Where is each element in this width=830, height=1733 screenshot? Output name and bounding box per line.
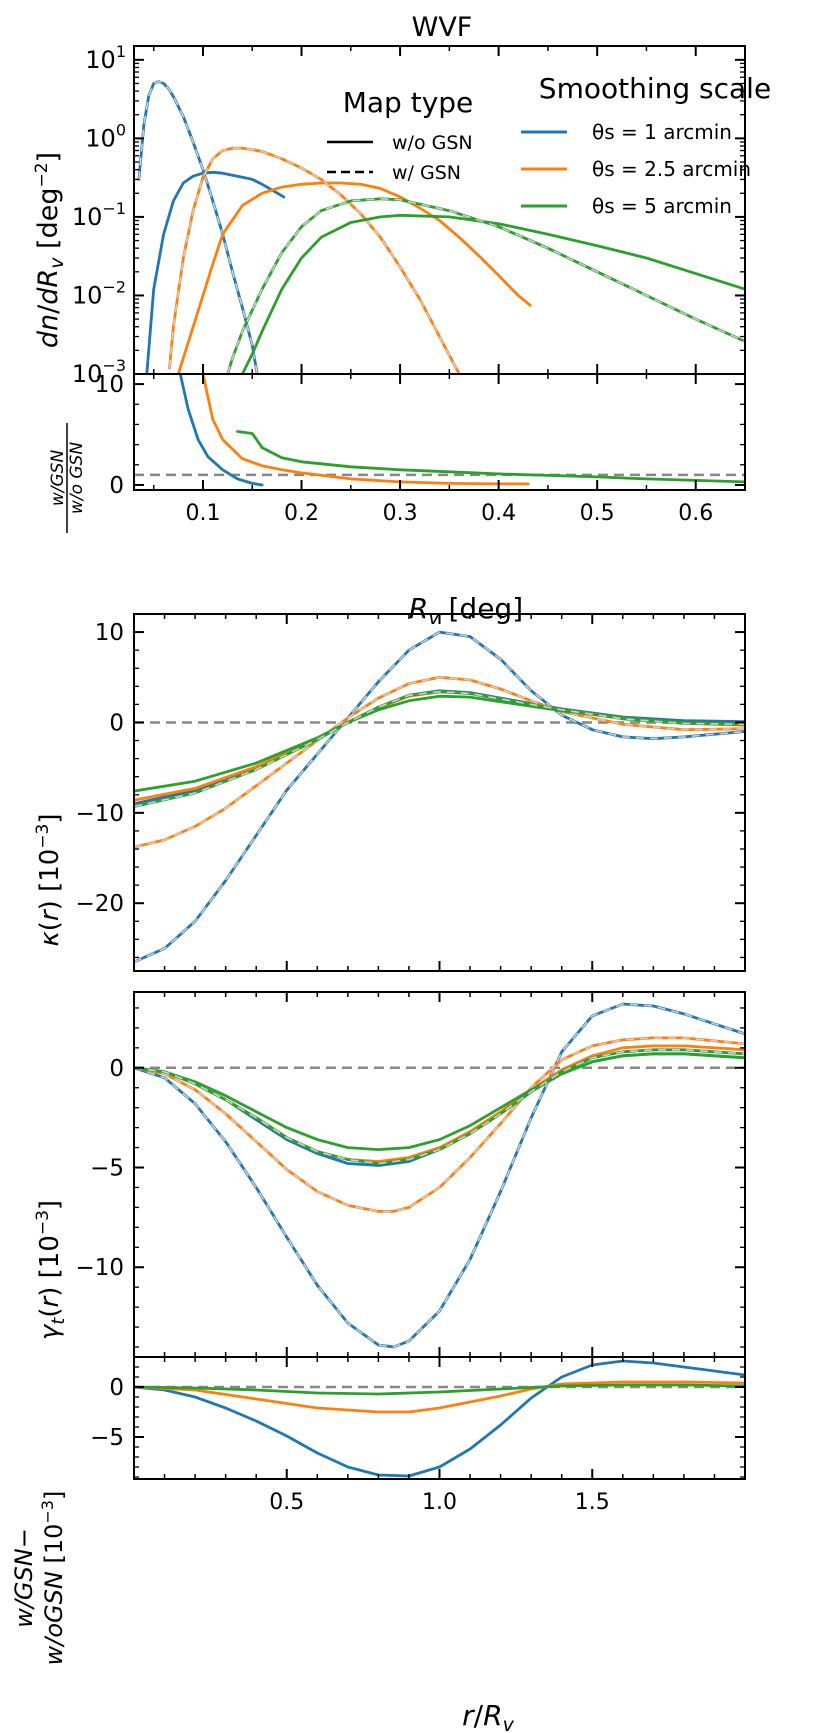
legend: Map type w/o GSN w/ GSN Smoothing scale …: [327, 72, 771, 218]
dndr-y-tick-label-base: 10: [72, 281, 103, 309]
ratio-plot-area: [134, 374, 745, 487]
gamma-plot-area: [134, 1002, 745, 1349]
dndr-y-tick-label-exp: −1: [102, 199, 126, 218]
kappa-series-line-0: [134, 689, 745, 806]
legend-map-type-title: Map type: [343, 86, 474, 119]
kappa-plot-area: [134, 630, 745, 964]
dndr-y-tick-label: 10−3: [72, 356, 126, 388]
gamma-series-line-4: [134, 1052, 745, 1151]
ratio-y-tick-label: 10: [95, 372, 124, 398]
gamma-series-dash-overlay-1: [134, 1003, 745, 1348]
gamma-ylabel: γt(r) [10−3]: [33, 1200, 69, 1340]
ratio-series-line-2: [236, 430, 745, 484]
diff-plot-area: [134, 1359, 745, 1478]
dndr-y-tick-label: 100: [85, 120, 126, 152]
dndr-y-tick-label-exp: −3: [102, 356, 126, 375]
gamma-series-line-1: [134, 1002, 745, 1349]
diff-x-tick-label: 1.5: [575, 1490, 610, 1515]
ratio-x-tick-label: 0.1: [185, 501, 220, 526]
dndr-series-dash-overlay-1: [138, 80, 258, 374]
legend-smoothing-item-2: θs = 5 arcmin: [592, 194, 732, 218]
dndr-ylabel: dn/dRv [deg−2]: [32, 152, 68, 348]
legend-smoothing-title: Smoothing scale: [539, 72, 771, 105]
svg-text:w/oGSN [10−3]: w/oGSN [10−3]: [38, 1491, 68, 1666]
legend-map-type-item-0: w/o GSN: [392, 132, 473, 154]
kappa-y-tick-label: 0: [109, 710, 124, 736]
ratio-ylabel: w/GSN w/o GSN: [48, 423, 87, 533]
panel-gamma: −10 −5 0: [75, 991, 746, 1358]
dndr-series-line-4: [240, 213, 745, 374]
dndr-series-line-5: [226, 197, 745, 374]
gamma-series-dash-overlay-5: [134, 1049, 745, 1165]
diff-x-tick-label: 0.5: [269, 1490, 304, 1515]
dndr-series-line-0: [145, 170, 286, 374]
dndr-plot-area: [137, 80, 745, 374]
panel-kappa: −20 −10 0 10: [75, 613, 746, 972]
dndr-y-tick-label: 10−2: [72, 277, 126, 309]
ratio-series-line-1: [201, 374, 530, 486]
ratio-x-tick-label: 0.5: [580, 501, 615, 526]
diff-y-tick-label: −5: [90, 1425, 124, 1451]
kappa-ylabel: κ(r) [10−3]: [33, 813, 65, 946]
kappa-series-line-5: [134, 690, 745, 808]
diff-y-tick-label: 0: [109, 1375, 124, 1401]
legend-smoothing-item-1: θs = 2.5 arcmin: [592, 157, 751, 181]
diff-series-line-0: [134, 1359, 745, 1478]
diff-series-line-2: [134, 1383, 745, 1396]
kappa-series-dash-overlay-1: [134, 631, 745, 963]
ratio-series-line-0: [178, 374, 264, 487]
dndr-series-line-1: [137, 80, 259, 374]
gamma-y-tick-label: 0: [109, 1056, 124, 1082]
figure-title: WVF: [412, 12, 473, 43]
legend-smoothing-item-0: θs = 1 arcmin: [592, 120, 732, 144]
gamma-y-tick-label: −5: [90, 1156, 124, 1182]
dndr-y-tick-label-base: 10: [85, 46, 116, 74]
svg-text:w/o GSN: w/o GSN: [67, 442, 87, 514]
diff-x-tick-label: 1.0: [422, 1490, 457, 1515]
ratio-x-tick-label: 0.6: [678, 501, 713, 526]
kappa-series-line-1: [134, 630, 745, 964]
svg-text:w/GSN: w/GSN: [48, 450, 68, 507]
ratio-x-tick-label: 0.3: [383, 501, 418, 526]
diff-series-line-1: [134, 1380, 745, 1414]
legend-map-type-item-1: w/ GSN: [392, 162, 461, 184]
dndr-series-dash-overlay-5: [226, 197, 745, 374]
ratio-x-tick-label: 0.4: [481, 501, 516, 526]
kappa-y-tick-label: −20: [75, 891, 124, 917]
ratio-frame: [133, 373, 746, 491]
dndr-series-line-2: [176, 181, 532, 374]
diff-ylabel: w/GSN− w/oGSN [10−3]: [10, 1491, 68, 1666]
gamma-series-line-3: [134, 1036, 745, 1213]
dndr-series-dash-overlay-3: [168, 147, 460, 374]
dndr-y-tick-label-exp: −2: [102, 277, 126, 296]
dndr-y-tick-label-base: 10: [85, 124, 116, 152]
kappa-y-tick-label: −10: [75, 801, 124, 827]
kappa-series-line-2: [134, 690, 745, 802]
svg-text:w/GSN−: w/GSN−: [10, 1528, 38, 1628]
kappa-series-dash-overlay-5: [134, 690, 745, 808]
ratio-xlabel: Rv [deg]: [409, 592, 523, 629]
diff-frame: [133, 1356, 746, 1480]
diff-xlabel: r/Rv: [462, 1699, 514, 1733]
kappa-y-tick-label: 10: [95, 620, 124, 646]
dndr-y-tick-label-exp: 1: [116, 42, 126, 61]
panel-diff: 0.5 1.0 1.5 −5 0: [90, 1356, 746, 1515]
dndr-y-tick-label-base: 10: [72, 203, 103, 231]
ratio-x-tick-label: 0.2: [284, 501, 319, 526]
kappa-series-dash-overlay-3: [134, 676, 745, 848]
kappa-frame: [133, 613, 746, 972]
dndr-y-tick-label: 10−1: [72, 199, 126, 231]
gamma-y-tick-label: −10: [75, 1255, 124, 1281]
dndr-y-tick-label-base: 10: [72, 360, 103, 388]
kappa-series-line-3: [134, 675, 745, 849]
dndr-y-tick-label: 101: [85, 42, 126, 74]
dndr-y-tick-label-exp: 0: [116, 120, 126, 139]
ratio-y-tick-label: 0: [109, 473, 124, 499]
gamma-series-dash-overlay-3: [134, 1037, 745, 1213]
panel-ratio: 0.1 0.2 0.3 0.4 0.5 0.6 0 10: [95, 372, 746, 526]
